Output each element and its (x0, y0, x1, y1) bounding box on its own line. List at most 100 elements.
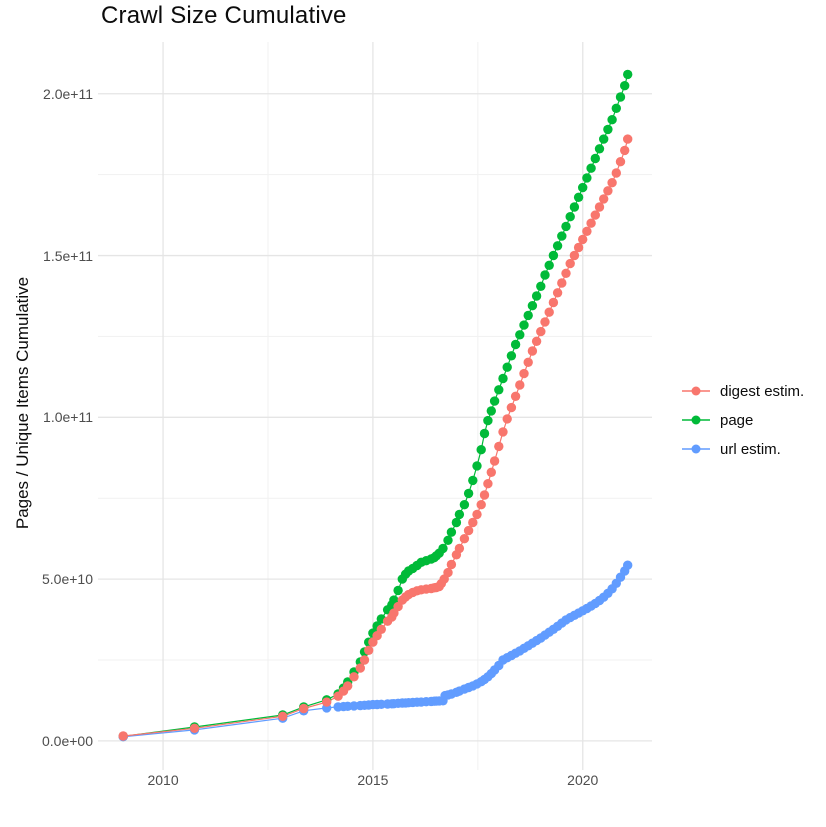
legend-label: url estim. (720, 440, 781, 458)
data-point (548, 250, 559, 261)
x-tick-label: 2010 (147, 772, 179, 788)
data-point (544, 307, 554, 317)
y-tick-label: 1.0e+11 (43, 409, 93, 426)
chart-title: Crawl Size Cumulative (101, 2, 347, 29)
data-point (479, 428, 490, 439)
data-point (523, 310, 533, 321)
series-points-url (118, 560, 633, 742)
data-point (446, 527, 457, 537)
data-point (594, 144, 605, 154)
data-point (623, 560, 633, 570)
data-point (364, 645, 374, 655)
series-line-digest (123, 138, 629, 737)
data-point (557, 231, 567, 241)
data-point (322, 697, 332, 707)
series-line-url (123, 564, 629, 738)
data-point (519, 320, 529, 330)
data-point (118, 731, 128, 741)
data-point (623, 134, 633, 144)
data-point (607, 178, 617, 188)
legend-key-icon (682, 386, 710, 396)
data-point (586, 163, 596, 173)
data-point (438, 543, 448, 554)
data-point (552, 241, 563, 251)
data-point (489, 396, 500, 406)
legend-label: page (720, 411, 754, 429)
legend-key-icon (682, 444, 710, 454)
data-point (590, 153, 600, 164)
data-point (494, 441, 504, 452)
data-point (611, 103, 621, 114)
legend-item-digest: digest estim. (681, 380, 804, 402)
data-point (599, 134, 609, 144)
data-point (578, 182, 588, 193)
data-point (582, 226, 592, 236)
data-point (611, 168, 621, 178)
data-point (540, 317, 550, 327)
legend-item-page: page (681, 409, 804, 431)
data-point (607, 115, 617, 125)
data-point (510, 339, 521, 350)
y-tick-label: 2.0e+11 (43, 85, 93, 102)
data-point (454, 509, 465, 520)
data-point (565, 212, 575, 222)
data-point (189, 723, 200, 733)
y-axis-title: Pages / Unique Items Cumulative (13, 276, 32, 530)
data-point (594, 202, 605, 212)
data-point (515, 380, 525, 390)
data-point (376, 624, 386, 634)
data-point (615, 157, 626, 167)
data-point (359, 655, 370, 665)
data-point (472, 461, 482, 471)
data-point (527, 346, 538, 356)
data-point (479, 490, 490, 500)
data-point (468, 517, 478, 528)
data-point (573, 242, 584, 253)
data-point (565, 258, 575, 269)
data-point (278, 711, 288, 721)
legend-key-icon (682, 415, 710, 425)
data-point (476, 500, 486, 510)
data-point (502, 362, 512, 372)
data-point (599, 194, 609, 204)
data-point (459, 500, 470, 510)
data-point (603, 186, 613, 196)
data-point (519, 368, 529, 379)
data-point (615, 92, 626, 102)
data-point (620, 145, 630, 156)
data-point (299, 703, 309, 714)
data-point (531, 291, 542, 301)
data-point (590, 210, 600, 220)
data-point (527, 301, 538, 311)
data-point (515, 330, 525, 340)
x-tick-label: 2015 (357, 772, 389, 788)
data-point (349, 672, 359, 682)
data-point (523, 357, 533, 367)
data-point (586, 218, 596, 228)
data-point (463, 488, 474, 499)
data-point (561, 221, 571, 232)
data-point (536, 281, 546, 291)
y-tick-label: 0.0e+00 (42, 732, 93, 749)
data-point (483, 415, 493, 426)
data-point (620, 81, 630, 91)
data-point (582, 173, 592, 183)
data-point (393, 585, 403, 596)
data-point (603, 124, 613, 135)
data-point (506, 402, 517, 413)
data-point (498, 373, 508, 384)
data-point (443, 567, 453, 578)
series-points-digest (118, 134, 633, 741)
y-tick-label: 5.0e+10 (42, 571, 93, 588)
data-point (536, 326, 546, 337)
data-point (472, 509, 482, 520)
data-point (343, 681, 353, 691)
data-point (443, 535, 453, 545)
data-point (489, 456, 500, 466)
data-point (502, 414, 512, 424)
data-point (510, 391, 521, 401)
data-point (483, 479, 493, 489)
data-point (468, 475, 478, 486)
